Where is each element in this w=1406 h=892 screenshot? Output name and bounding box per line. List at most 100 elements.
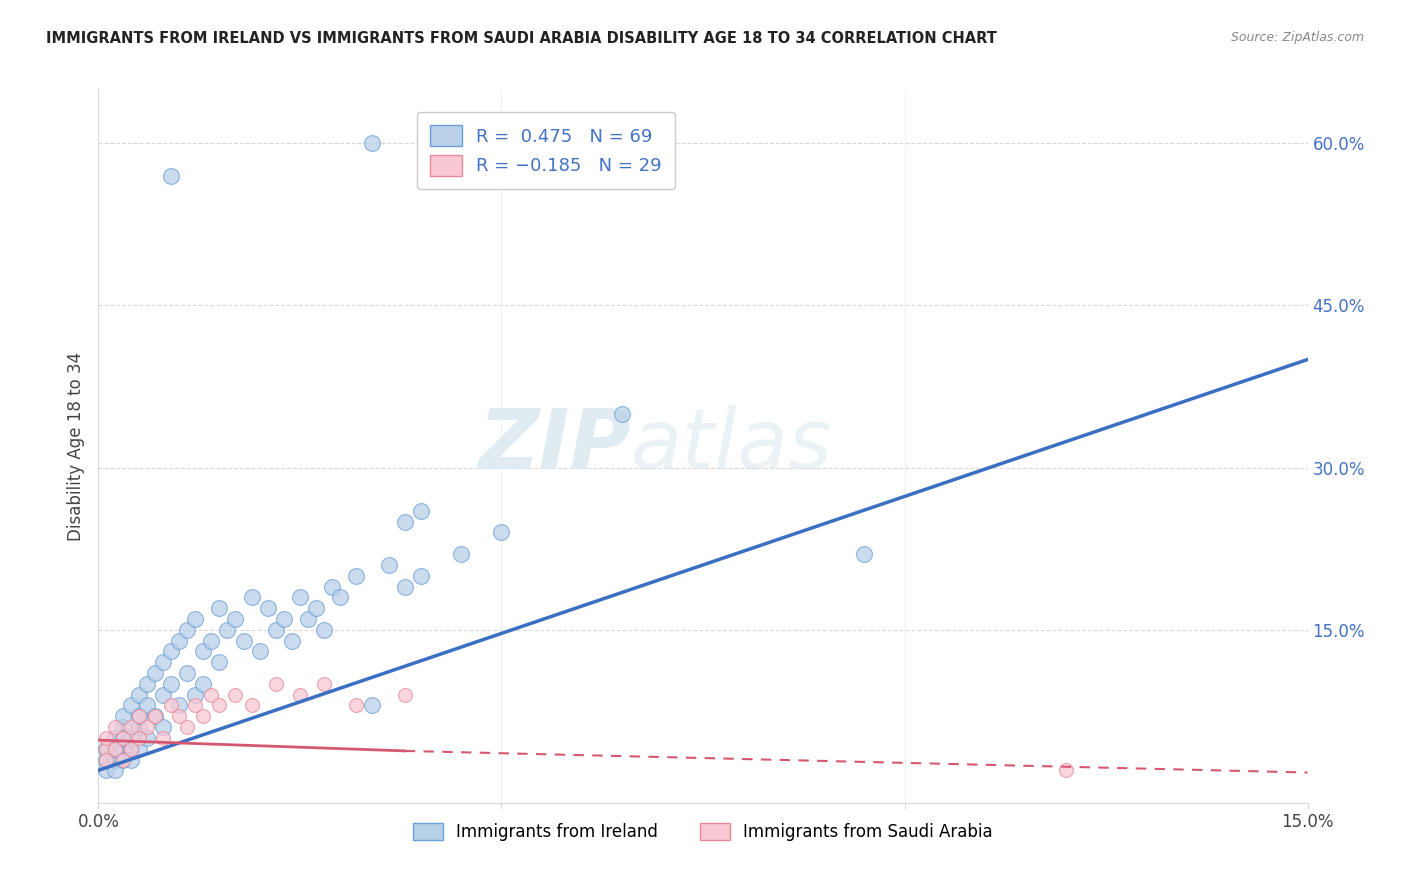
Point [491,525,513,540]
Point [240,698,263,713]
Point [409,504,432,518]
Point [321,580,343,594]
Point [273,612,295,626]
Point [103,741,125,756]
Point [184,688,207,702]
Point [143,709,166,723]
Point [128,731,150,745]
Point [329,591,352,605]
Point [394,688,416,702]
Point [208,698,231,713]
Point [111,731,134,745]
Point [111,753,134,767]
Point [193,644,215,658]
Point [167,698,190,713]
Point [120,741,142,756]
Point [167,709,190,723]
Point [344,698,367,713]
Point [297,612,319,626]
Point [120,731,142,745]
Point [96,753,118,767]
Point [152,720,174,734]
Point [152,688,174,702]
Point [111,753,134,767]
Point [160,644,183,658]
Point [128,720,150,734]
Y-axis label: Disability Age 18 to 34: Disability Age 18 to 34 [66,351,84,541]
Point [176,623,198,637]
Point [111,741,134,756]
Point [96,764,118,778]
Point [853,547,876,561]
Point [1054,764,1077,778]
Point [208,655,231,669]
Point [305,601,328,615]
Point [96,731,118,745]
Point [361,698,384,713]
Point [143,709,166,723]
Point [135,731,157,745]
Point [394,580,416,594]
Point [111,709,134,723]
Point [612,407,634,421]
Point [96,741,118,756]
Point [288,591,311,605]
Point [167,633,190,648]
Point [208,601,231,615]
Point [160,677,183,691]
Point [200,633,222,648]
Point [143,666,166,681]
Point [120,720,142,734]
Point [96,741,118,756]
Point [103,764,125,778]
Point [120,741,142,756]
Point [193,709,215,723]
Point [103,753,125,767]
Point [450,547,472,561]
Point [120,753,142,767]
Point [160,169,183,183]
Point [152,731,174,745]
Point [135,677,157,691]
Point [103,731,125,745]
Point [200,688,222,702]
Point [377,558,399,572]
Point [135,720,157,734]
Point [288,688,311,702]
Point [281,633,304,648]
Point [409,568,432,582]
Point [160,698,183,713]
Point [256,601,278,615]
Point [111,720,134,734]
Point [217,623,239,637]
Point [128,688,150,702]
Point [344,568,367,582]
Text: IMMIGRANTS FROM IRELAND VS IMMIGRANTS FROM SAUDI ARABIA DISABILITY AGE 18 TO 34 : IMMIGRANTS FROM IRELAND VS IMMIGRANTS FR… [46,31,997,46]
Point [103,741,125,756]
Point [128,709,150,723]
Point [135,698,157,713]
Text: Source: ZipAtlas.com: Source: ZipAtlas.com [1230,31,1364,45]
Point [240,591,263,605]
Point [361,136,384,151]
Point [103,720,125,734]
Point [176,720,198,734]
Point [224,688,246,702]
Point [224,612,246,626]
Point [111,731,134,745]
Point [232,633,254,648]
Point [176,666,198,681]
Point [264,623,287,637]
Point [314,623,336,637]
Point [128,741,150,756]
Text: ZIP: ZIP [478,406,630,486]
Point [184,612,207,626]
Point [394,515,416,529]
Point [264,677,287,691]
Point [96,753,118,767]
Legend: Immigrants from Ireland, Immigrants from Saudi Arabia: Immigrants from Ireland, Immigrants from… [406,816,1000,848]
Point [128,709,150,723]
Point [120,698,142,713]
Point [314,677,336,691]
Point [193,677,215,691]
